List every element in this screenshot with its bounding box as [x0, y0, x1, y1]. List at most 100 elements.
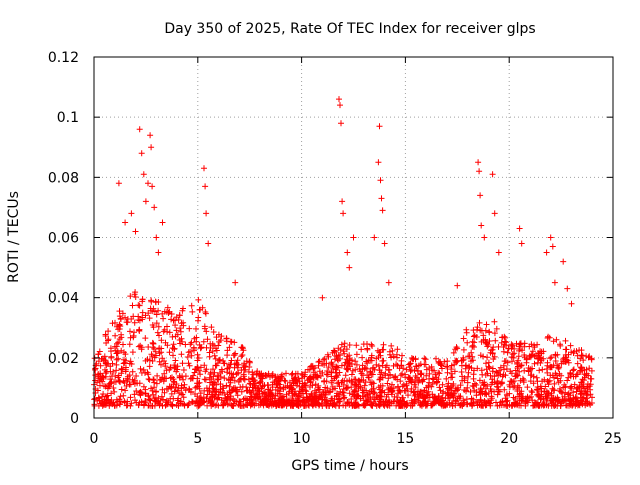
data-point	[239, 344, 246, 351]
data-point	[536, 367, 543, 374]
data-point	[236, 398, 243, 405]
data-point	[491, 210, 498, 217]
data-point	[564, 377, 571, 384]
data-point	[338, 120, 344, 127]
data-point	[406, 375, 413, 382]
data-point	[95, 351, 102, 358]
data-point	[429, 381, 436, 387]
data-point	[469, 403, 475, 409]
data-point	[395, 384, 402, 390]
data-point	[120, 392, 127, 399]
data-point	[150, 340, 157, 347]
data-point	[465, 353, 472, 360]
data-point	[359, 354, 366, 361]
data-point	[174, 397, 181, 404]
data-point	[186, 325, 193, 332]
data-point	[188, 352, 195, 359]
data-point	[309, 397, 316, 404]
data-point	[508, 345, 515, 352]
data-point	[179, 391, 186, 398]
data-point	[359, 362, 366, 369]
data-point	[211, 352, 218, 359]
data-point	[418, 402, 425, 409]
data-point	[197, 390, 204, 397]
data-point	[289, 386, 296, 393]
data-point	[178, 351, 185, 358]
data-point	[146, 363, 153, 370]
data-point	[229, 403, 236, 409]
data-point	[453, 344, 460, 351]
data-point	[324, 398, 331, 405]
data-point	[370, 386, 376, 392]
data-point	[507, 378, 514, 385]
data-point	[423, 366, 430, 373]
data-point	[117, 323, 124, 330]
y-tick-label: 0.02	[48, 351, 79, 367]
data-point	[426, 379, 433, 386]
data-point	[136, 328, 143, 334]
data-point	[562, 383, 569, 390]
data-point	[155, 323, 162, 330]
data-point	[551, 374, 557, 381]
data-point	[441, 358, 448, 365]
data-point	[552, 358, 559, 364]
data-point	[346, 390, 353, 397]
data-point	[477, 192, 484, 199]
data-point	[214, 396, 221, 403]
data-point	[429, 375, 436, 382]
data-point	[386, 397, 392, 403]
x-axis-label: GPS time / hours	[291, 458, 408, 474]
data-point	[336, 398, 343, 405]
data-point	[493, 369, 500, 375]
data-point	[122, 219, 129, 226]
data-point	[105, 382, 112, 388]
data-point	[306, 402, 312, 409]
data-point	[468, 395, 475, 402]
data-point	[113, 361, 120, 368]
data-point	[587, 375, 594, 382]
data-point	[454, 282, 461, 289]
data-point	[110, 368, 117, 375]
data-point	[412, 391, 419, 398]
data-point	[543, 249, 550, 256]
data-point	[488, 393, 495, 400]
data-point	[156, 332, 162, 339]
data-point	[504, 349, 511, 356]
data-point	[397, 372, 404, 379]
data-point	[564, 285, 571, 292]
data-point	[501, 386, 508, 393]
data-point	[181, 384, 188, 391]
data-point	[341, 350, 348, 357]
data-point	[200, 338, 207, 345]
data-point	[180, 319, 187, 326]
data-point	[516, 346, 523, 352]
data-point	[169, 402, 176, 409]
y-tick-label: 0.12	[48, 50, 79, 66]
data-point	[454, 395, 461, 402]
data-point	[531, 342, 538, 349]
data-point	[168, 383, 175, 390]
data-point	[407, 368, 414, 375]
data-point	[451, 361, 458, 368]
data-point	[314, 374, 321, 381]
data-point	[196, 306, 203, 313]
data-point	[106, 380, 113, 387]
data-point	[360, 402, 367, 409]
data-point	[212, 355, 219, 362]
data-point	[390, 362, 397, 369]
data-point	[102, 359, 109, 365]
data-point	[146, 315, 153, 322]
data-point	[129, 302, 136, 309]
data-point	[417, 361, 424, 368]
data-point	[286, 379, 293, 386]
data-point	[180, 394, 187, 401]
data-point	[153, 388, 160, 395]
data-point	[422, 356, 429, 363]
data-point	[354, 393, 361, 400]
data-point	[166, 329, 173, 336]
data-point	[102, 383, 109, 390]
data-point	[192, 391, 198, 397]
data-point	[122, 387, 129, 394]
data-point	[136, 302, 143, 309]
data-point	[195, 355, 202, 361]
